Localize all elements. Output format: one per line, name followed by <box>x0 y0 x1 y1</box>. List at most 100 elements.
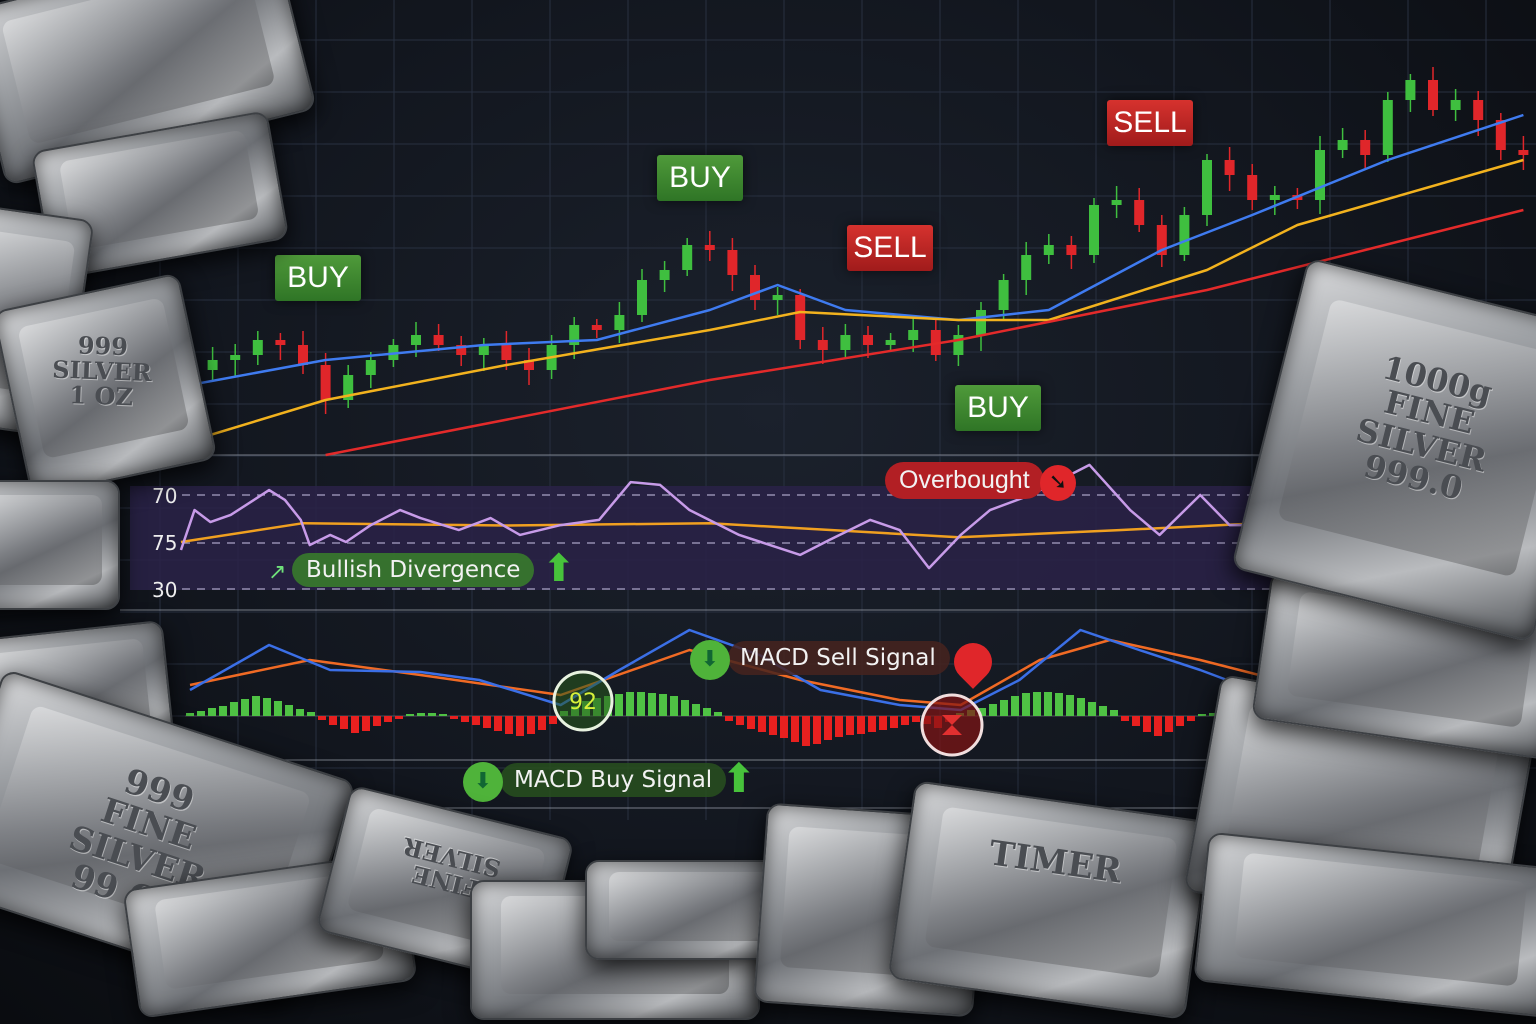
macd-histogram-bar <box>362 716 370 731</box>
candle-body <box>953 335 964 355</box>
candle-body <box>682 245 693 270</box>
candle-body <box>976 310 986 335</box>
macd-histogram-bar <box>230 702 238 716</box>
macd-histogram-bar <box>263 698 271 716</box>
candle-body <box>1315 150 1325 200</box>
macd-histogram-bar <box>648 693 656 716</box>
macd-histogram-bar <box>846 716 854 735</box>
macd-histogram-bar <box>626 692 634 716</box>
candle-body <box>456 345 467 355</box>
macd-histogram-bar <box>241 699 249 716</box>
cross-value: 92 <box>569 690 597 715</box>
silver-bar <box>0 480 120 610</box>
candle-body <box>1089 205 1099 255</box>
macd-histogram-bar <box>329 716 337 725</box>
buy-signal-tag: BUY <box>657 155 743 201</box>
candle-body <box>591 325 602 330</box>
candle-body <box>727 250 738 275</box>
macd-histogram-bar <box>472 716 480 725</box>
macd-histogram-bar <box>483 716 491 728</box>
macd-histogram-bar <box>428 713 436 716</box>
candle-body <box>840 335 851 350</box>
macd-histogram-bar <box>395 716 403 719</box>
macd-histogram-bar <box>527 716 535 734</box>
candle-body <box>252 340 263 355</box>
macd-histogram-bar <box>252 696 260 716</box>
candle-body <box>1360 140 1371 155</box>
macd-histogram-bar <box>1209 713 1217 716</box>
macd-histogram-bar <box>384 716 392 722</box>
macd-histogram-bar <box>747 716 755 729</box>
macd-sell-signal-label: MACD Sell Signal <box>728 641 950 675</box>
candle-body <box>207 360 218 370</box>
candle-body <box>750 275 760 300</box>
bar-engraving: 999 SILVER 1 OZ <box>51 330 153 412</box>
macd-histogram-bar <box>494 716 502 731</box>
macd-histogram-bar <box>439 714 447 716</box>
rsi-tick: 30 <box>152 578 177 602</box>
candle-body <box>1043 245 1054 255</box>
macd-histogram-bar <box>1022 693 1030 716</box>
rsi-tick: 70 <box>152 484 177 508</box>
macd-histogram-bar <box>659 694 667 716</box>
macd-histogram-bar <box>1198 714 1206 716</box>
macd-histogram-bar <box>670 696 678 716</box>
macd-histogram-bar <box>802 716 810 746</box>
macd-histogram-bar <box>1176 716 1184 726</box>
macd-histogram-bar <box>1154 716 1162 736</box>
macd-histogram-bar <box>769 716 777 735</box>
arrow-down-circle-icon: ⬇ <box>690 640 730 680</box>
macd-histogram-bar <box>791 716 799 742</box>
candle-body <box>1202 160 1212 215</box>
macd-histogram-bar <box>868 716 876 732</box>
macd-histogram-bar <box>516 716 524 736</box>
candle-body <box>1111 200 1122 205</box>
candle-body <box>411 335 421 345</box>
candle-body <box>817 340 828 350</box>
macd-histogram-bar <box>208 708 216 716</box>
candle-body <box>1179 215 1190 255</box>
candle-body <box>1134 200 1145 225</box>
macd-histogram-bar <box>549 716 557 724</box>
candle-body <box>1405 80 1416 100</box>
candle-body <box>320 365 331 400</box>
macd-histogram-bar <box>780 716 788 738</box>
candle-body <box>1156 225 1167 255</box>
macd-histogram-bar <box>461 716 469 722</box>
candle-body <box>885 340 896 345</box>
sell-signal-tag: SELL <box>1107 100 1193 146</box>
macd-panel <box>185 628 1260 746</box>
macd-histogram-bar <box>285 705 293 716</box>
buy-signal-tag: BUY <box>275 255 361 301</box>
macd-histogram-bar <box>978 708 986 716</box>
candle-body <box>478 345 489 355</box>
bullish-divergence-label: Bullish Divergence <box>292 553 535 587</box>
macd-histogram-bar <box>692 704 700 716</box>
candle-body <box>1066 245 1077 255</box>
macd-sell-cross-marker <box>920 693 984 757</box>
candle-body <box>998 280 1009 310</box>
macd-histogram-bar <box>1033 692 1041 716</box>
macd-histogram-bar <box>450 716 458 719</box>
candle-body <box>569 325 580 345</box>
macd-histogram-bar <box>1077 698 1085 716</box>
candle-body <box>637 280 647 315</box>
macd-histogram-bar <box>637 692 645 716</box>
buy-signal-tag: BUY <box>955 385 1041 431</box>
macd-histogram-bar <box>406 714 414 716</box>
silver-bar: TIMER <box>887 780 1213 1020</box>
moving-average-line <box>189 113 1524 387</box>
macd-histogram-bar <box>615 694 623 716</box>
candle-body <box>659 270 670 280</box>
macd-histogram-bar <box>318 716 326 720</box>
candle-body <box>795 295 806 340</box>
candle-body <box>1518 150 1529 155</box>
macd-histogram-bar <box>307 712 315 716</box>
macd-histogram-bar <box>1099 706 1107 716</box>
macd-buy-cross-marker: 92 <box>552 670 614 732</box>
macd-histogram-bar <box>219 706 227 716</box>
bar-engraving: 1000g FINE SILVER 999.0 <box>1352 347 1497 509</box>
candle-body <box>704 245 715 250</box>
macd-histogram-bar <box>813 716 821 744</box>
candle-body <box>433 335 444 345</box>
